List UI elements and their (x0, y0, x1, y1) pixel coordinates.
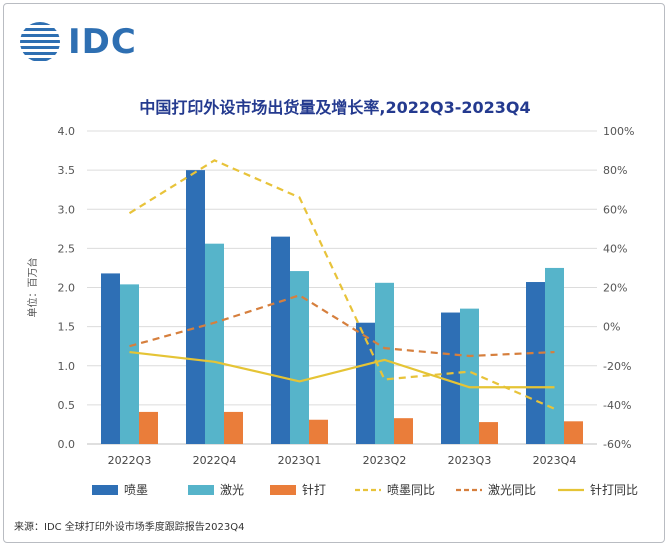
y-tick-label: 1.5 (58, 321, 76, 334)
bar-0-3 (356, 322, 375, 444)
y2-tick-label: 60% (603, 203, 627, 216)
legend-swatch (188, 485, 214, 495)
legend-label: 喷墨同比 (387, 483, 435, 497)
bar-1-5 (545, 267, 564, 444)
y2-tick-label: 40% (603, 242, 627, 255)
y2-tick-label: -20% (603, 360, 631, 373)
x-tick-label: 2023Q4 (533, 454, 577, 467)
bar-2-2 (309, 419, 328, 444)
legend-label: 激光同比 (488, 483, 536, 497)
legend-label: 激光 (220, 483, 244, 497)
y2-tick-label: -60% (603, 438, 631, 451)
y-tick-label: 3.0 (58, 203, 76, 216)
legend-swatch (270, 485, 296, 495)
y2-tick-label: 20% (603, 282, 627, 295)
bar-2-3 (394, 418, 413, 444)
y2-tick-label: -40% (603, 399, 631, 412)
y-tick-label: 4.0 (58, 125, 76, 138)
bar-0-4 (441, 312, 460, 444)
bar-1-2 (290, 271, 309, 444)
bar-2-0 (139, 411, 158, 444)
x-tick-label: 2022Q4 (193, 454, 237, 467)
legend-label: 喷墨 (124, 483, 148, 497)
logo-text: IDC (68, 22, 137, 62)
bar-0-1 (186, 170, 205, 444)
chart-frame (3, 3, 665, 543)
x-tick-label: 2023Q1 (278, 454, 322, 467)
y-tick-label: 0.5 (58, 399, 76, 412)
x-tick-label: 2023Q2 (363, 454, 407, 467)
y-tick-label: 1.0 (58, 360, 76, 373)
bar-2-4 (479, 422, 498, 444)
bar-1-1 (205, 243, 224, 444)
bar-0-2 (271, 236, 290, 444)
line-series-0 (128, 159, 555, 410)
y-tick-label: 3.5 (58, 164, 76, 177)
x-tick-label: 2022Q3 (108, 454, 152, 467)
bar-2-5 (564, 421, 583, 444)
y2-tick-label: 0% (603, 321, 620, 334)
bar-1-3 (375, 282, 394, 444)
line-series-1 (129, 294, 555, 358)
legend-label: 针打 (302, 482, 326, 497)
bar-0-0 (101, 273, 120, 444)
source-note: 来源：IDC 全球打印外设市场季度跟踪报告2023Q4 (14, 522, 245, 533)
y2-tick-label: 100% (603, 125, 634, 138)
x-tick-label: 2023Q3 (448, 454, 492, 467)
y-tick-label: 2.5 (58, 242, 76, 255)
legend-swatch (92, 485, 118, 495)
globe-icon (20, 22, 60, 61)
chart-title: 中国打印外设市场出货量及增长率,2022Q3-2023Q4 (139, 98, 531, 117)
line-series-2 (129, 350, 555, 389)
idc-logo: IDC (18, 20, 137, 64)
y-axis-label: 单位：百万台 (26, 258, 39, 318)
bar-1-4 (460, 308, 479, 444)
y-tick-label: 2.0 (58, 282, 76, 295)
legend-label: 针打同比 (590, 482, 638, 497)
bar-2-1 (224, 411, 243, 444)
y2-tick-label: 80% (603, 164, 627, 177)
bar-0-5 (526, 282, 545, 444)
bar-1-0 (120, 284, 139, 444)
y-tick-label: 0.0 (58, 438, 76, 451)
